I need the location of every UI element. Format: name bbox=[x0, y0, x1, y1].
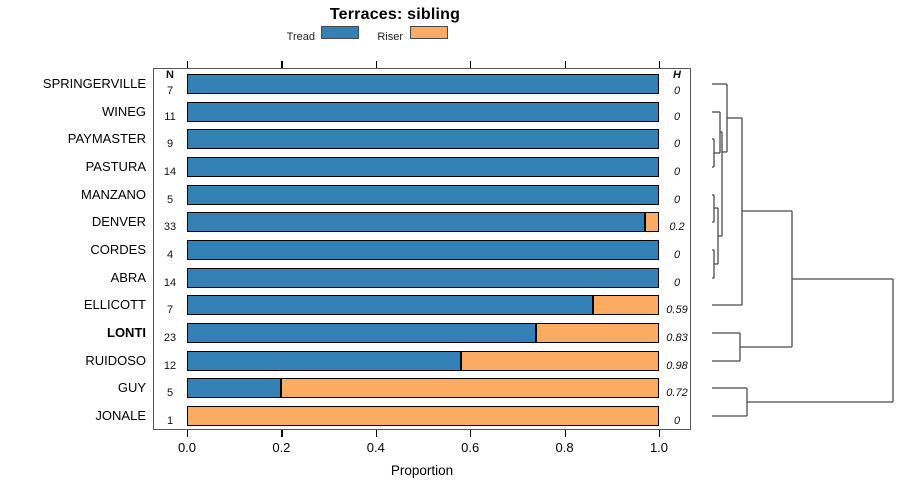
axis-tick-bottom bbox=[375, 430, 377, 437]
axis-tick-label: 0.0 bbox=[177, 440, 197, 455]
n-column-header: N bbox=[166, 69, 174, 81]
axis-tick-bottom bbox=[187, 430, 189, 437]
bar-segment-tread bbox=[187, 267, 659, 288]
row-label-wineg: WINEG bbox=[101, 103, 146, 119]
x-axis-title: Proportion bbox=[390, 463, 454, 478]
bar-segment-tread bbox=[187, 184, 659, 205]
h-value: 0 bbox=[673, 249, 681, 261]
h-value: 0 bbox=[673, 110, 681, 123]
chart-title: Terraces: sibling bbox=[329, 6, 461, 23]
axis-tick-top bbox=[564, 61, 566, 68]
h-column-header: H bbox=[673, 69, 681, 81]
row-label-guy: GUY bbox=[117, 380, 146, 396]
axis-tick-bottom bbox=[564, 430, 566, 437]
bar-segment-tread bbox=[187, 240, 659, 260]
row-label-denver: DENVER bbox=[91, 214, 146, 230]
row-label-jonale: JONALE bbox=[95, 408, 146, 423]
axis-tick-top bbox=[281, 61, 283, 68]
n-value: 5 bbox=[166, 387, 174, 400]
axis-tick-label: 0.4 bbox=[366, 440, 385, 455]
h-value: 0.72 bbox=[666, 387, 688, 400]
bar-segment-tread bbox=[187, 378, 282, 399]
bar-segment-riser bbox=[536, 323, 659, 343]
legend-label-riser: Riser bbox=[377, 31, 403, 43]
bar-segment-tread bbox=[187, 157, 659, 177]
n-value: 14 bbox=[163, 276, 177, 289]
n-value: 1 bbox=[166, 415, 174, 427]
n-value: 5 bbox=[166, 193, 174, 206]
legend-label-tread: Tread bbox=[286, 31, 315, 43]
axis-tick-bottom bbox=[281, 430, 283, 437]
row-label-manzano: MANZANO bbox=[81, 186, 146, 202]
bar-segment-tread bbox=[187, 350, 461, 371]
row-label-pastura: PASTURA bbox=[85, 159, 146, 174]
plot-panel bbox=[153, 68, 691, 430]
n-value: 11 bbox=[164, 110, 176, 123]
bar-segment-riser bbox=[460, 350, 659, 371]
h-value: 0.2 bbox=[669, 221, 685, 234]
axis-tick-top bbox=[659, 61, 661, 68]
n-value: 4 bbox=[166, 249, 174, 261]
n-value: 33 bbox=[163, 221, 177, 234]
bar-segment-riser bbox=[281, 378, 659, 399]
axis-tick-bottom bbox=[470, 430, 472, 437]
axis-tick-label: 0.8 bbox=[555, 440, 574, 455]
bar-segment-riser bbox=[187, 406, 659, 426]
n-value: 12 bbox=[163, 359, 177, 372]
n-value: 7 bbox=[166, 304, 174, 317]
bar-segment-tread bbox=[187, 323, 537, 343]
axis-tick-top bbox=[470, 61, 472, 68]
h-value: 0.98 bbox=[666, 359, 688, 372]
n-value: 7 bbox=[166, 85, 174, 97]
n-value: 23 bbox=[163, 332, 177, 344]
legend: Tread bbox=[255, 27, 315, 45]
axis-tick-top bbox=[187, 61, 189, 68]
bar-segment-tread bbox=[187, 74, 659, 94]
h-value: 0 bbox=[673, 276, 681, 289]
row-label-ruidoso: RUIDOSO bbox=[85, 352, 146, 368]
bar-segment-tread bbox=[187, 101, 659, 122]
legend-swatch-tread bbox=[321, 26, 359, 39]
row-label-paymaster: PAYMASTER bbox=[67, 131, 146, 147]
bar-segment-tread bbox=[187, 295, 593, 316]
axis-tick-label: 1.0 bbox=[649, 440, 669, 455]
row-label-lonti: LONTI bbox=[107, 325, 146, 340]
h-value: 0 bbox=[673, 415, 681, 427]
legend-swatch-riser bbox=[410, 26, 448, 39]
row-label-cordes: CORDES bbox=[90, 242, 146, 257]
n-value: 9 bbox=[166, 138, 174, 151]
row-label-ellicott: ELLICOTT bbox=[83, 297, 146, 313]
n-value: 14 bbox=[163, 166, 177, 178]
row-label-springerville: SPRINGERVILLE bbox=[42, 76, 146, 91]
axis-tick-label: 0.2 bbox=[272, 440, 291, 455]
axis-tick-label: 0.6 bbox=[461, 440, 480, 455]
row-label-abra: ABRA bbox=[110, 269, 146, 285]
h-value: 0.83 bbox=[666, 332, 688, 344]
bar-segment-riser bbox=[644, 212, 659, 233]
bar-segment-riser bbox=[592, 295, 659, 316]
h-value: 0 bbox=[673, 138, 681, 151]
h-value: 0 bbox=[673, 166, 681, 178]
h-value: 0 bbox=[673, 193, 681, 206]
axis-tick-bottom bbox=[659, 430, 661, 437]
h-value: 0.59 bbox=[666, 304, 688, 317]
bar-segment-tread bbox=[187, 212, 645, 233]
axis-tick-top bbox=[375, 61, 377, 68]
bar-segment-tread bbox=[187, 129, 659, 150]
h-value: 0 bbox=[673, 85, 681, 97]
